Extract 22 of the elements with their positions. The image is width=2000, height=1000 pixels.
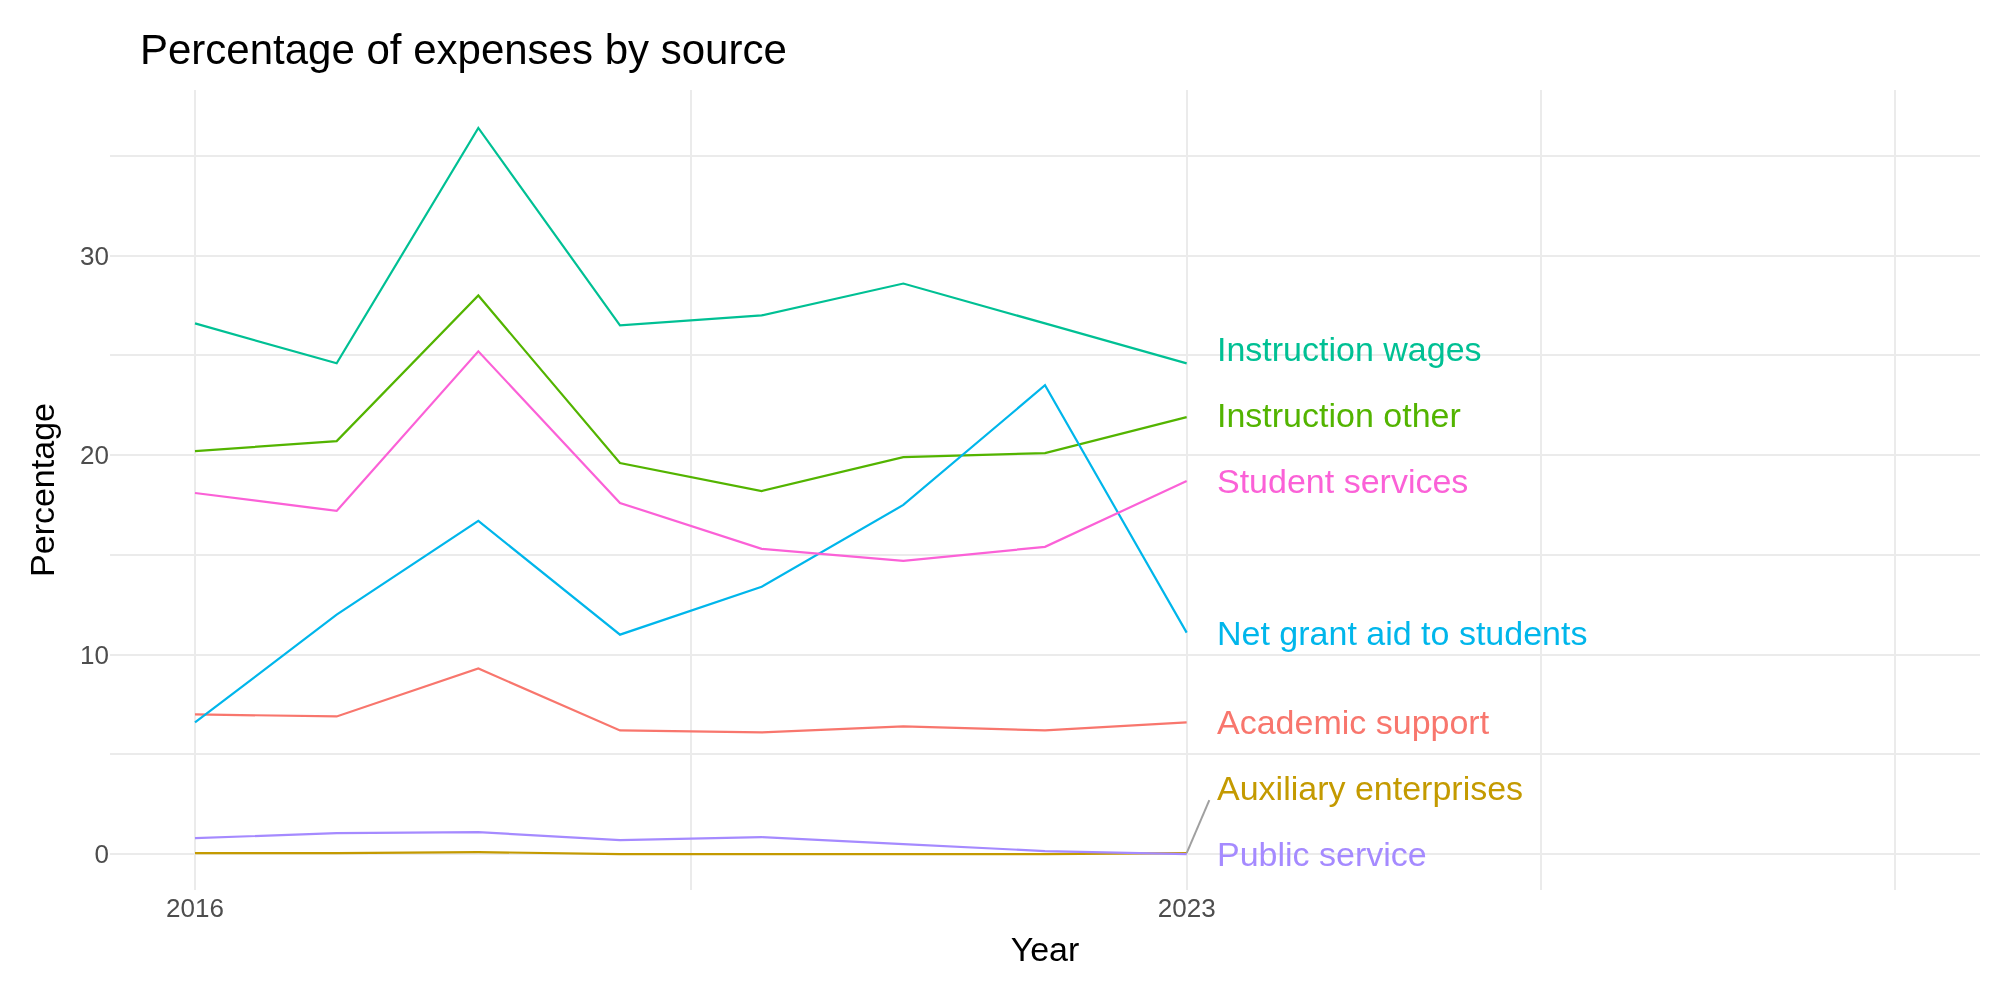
series-label: Academic support [1217, 703, 1490, 741]
x-tick-label: 2023 [1157, 893, 1216, 923]
series-label: Auxiliary enterprises [1217, 769, 1524, 807]
line-series [193, 350, 1188, 562]
y-tick-label: 0 [94, 839, 109, 870]
series-label: Public service [1217, 835, 1427, 873]
y-tick-label: 30 [80, 240, 109, 271]
y-tick-label: 10 [80, 639, 109, 670]
chart-title: Percentage of expenses by source [140, 26, 787, 74]
x-axis-title: Year [1010, 930, 1080, 969]
y-tick-label: 20 [80, 440, 109, 471]
line-series [193, 384, 1188, 724]
series-label: Instruction wages [1217, 330, 1482, 368]
y-axis-title: Percentage [22, 403, 61, 577]
series-label: Instruction other [1217, 396, 1461, 434]
line-series [193, 126, 1188, 365]
x-tick-label: 2016 [166, 893, 224, 923]
line-series [193, 294, 1188, 493]
line-series [193, 667, 1188, 734]
line-series [193, 831, 1188, 856]
series-label: Student services [1217, 462, 1469, 500]
series-label: Net grant aid to students [1217, 614, 1588, 652]
